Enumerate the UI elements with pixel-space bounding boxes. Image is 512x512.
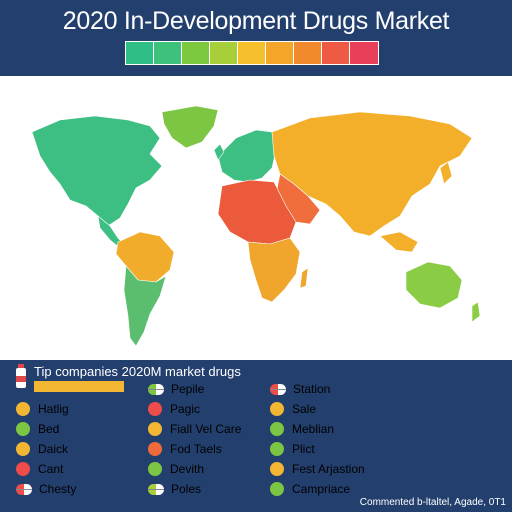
region-uk: [213, 143, 225, 161]
scale-cell: [182, 42, 210, 64]
legend-item: Hatlig: [16, 399, 69, 419]
legend-dot: [148, 422, 162, 436]
legend-item-label: Cant: [38, 462, 64, 476]
scale-cell: [154, 42, 182, 64]
legend-dot: [270, 422, 284, 436]
legend-item-label: Chesty: [39, 482, 77, 496]
color-scale: [125, 41, 379, 65]
legend-item: Fiall Vel Care: [148, 419, 241, 439]
legend-item: Sale: [270, 399, 316, 419]
legend-item: Chesty: [16, 479, 76, 499]
legend-dot: [16, 402, 30, 416]
credit-text: Commented b-ltaltel, Agade, 0T1: [359, 497, 506, 508]
legend-item: Fod Taels: [148, 439, 222, 459]
map-title: 2020 In-Development Drugs Market: [62, 7, 450, 35]
scale-cell: [238, 42, 266, 64]
world-map-svg: [31, 105, 481, 347]
legend-item: Bed: [16, 419, 59, 439]
legend-item: Plict: [270, 439, 315, 459]
legend-dot: [148, 462, 162, 476]
legend-item-label: Fiall Vel Care: [170, 422, 242, 436]
legend-dot: [270, 462, 284, 476]
pill-icon: [16, 483, 32, 495]
legend-heading: Tip companies 2020M market drugs: [34, 364, 241, 379]
legend-item-label: Station: [293, 382, 331, 396]
scale-cell: [126, 42, 154, 64]
scale-cell: [322, 42, 350, 64]
legend-item: Poles: [148, 479, 201, 499]
legend-dot: [16, 442, 30, 456]
legend-dot: [270, 402, 284, 416]
legend-item-label: Plict: [292, 442, 315, 456]
legend-item: Cant: [16, 459, 63, 479]
legend-item-label: Sale: [292, 402, 317, 416]
region-australia: [405, 261, 463, 309]
region-greenland: [161, 105, 219, 149]
bottle-icon: [16, 364, 26, 388]
legend-item: Station: [270, 379, 330, 399]
legend-dot: [270, 442, 284, 456]
pill-icon: [270, 383, 286, 395]
header: 2020 In-Development Drugs Market: [0, 0, 512, 76]
region-south-america-north: [115, 231, 175, 283]
region-madagascar: [299, 267, 309, 289]
legend-item: Daick: [16, 439, 68, 459]
scale-cell: [350, 42, 378, 64]
legend-item-label: Bed: [38, 422, 60, 436]
legend-item-label: Pagic: [170, 402, 201, 416]
legend-item-label: Fod Taels: [170, 442, 222, 456]
legend-dot: [16, 422, 30, 436]
region-southeast-asia: [379, 231, 419, 253]
legend-item: Meblian: [270, 419, 334, 439]
legend-dot: [148, 442, 162, 456]
region-new-zealand: [471, 301, 481, 323]
legend-item-label: Hatlig: [38, 402, 69, 416]
legend-dot: [16, 462, 30, 476]
legend-dot: [148, 402, 162, 416]
region-japan: [439, 161, 453, 185]
scale-cell: [210, 42, 238, 64]
region-africa-south: [247, 237, 301, 303]
legend-item-label: Daick: [38, 442, 69, 456]
legend-dot: [270, 482, 284, 496]
legend-item: Pepile: [148, 379, 204, 399]
legend-item: Campriace: [270, 479, 350, 499]
legend-item: Fest Arjastion: [270, 459, 365, 479]
region-europe: [217, 129, 277, 183]
legend-item-label: Poles: [171, 482, 202, 496]
legend-bar: [34, 381, 124, 392]
legend-item: Devith: [148, 459, 204, 479]
scale-cell: [266, 42, 294, 64]
legend: Tip companies 2020M market drugs Comment…: [0, 360, 512, 512]
legend-item-label: Campriace: [292, 482, 351, 496]
region-south-america-south: [123, 265, 167, 347]
legend-item-label: Devith: [170, 462, 205, 476]
legend-item-label: Fest Arjastion: [292, 462, 365, 476]
scale-cell: [294, 42, 322, 64]
pill-icon: [148, 483, 164, 495]
legend-item-label: Meblian: [292, 422, 335, 436]
pill-icon: [148, 383, 164, 395]
legend-item: Pagic: [148, 399, 200, 419]
region-north-america: [31, 115, 163, 227]
world-map: [0, 76, 512, 360]
legend-item-label: Pepile: [171, 382, 205, 396]
